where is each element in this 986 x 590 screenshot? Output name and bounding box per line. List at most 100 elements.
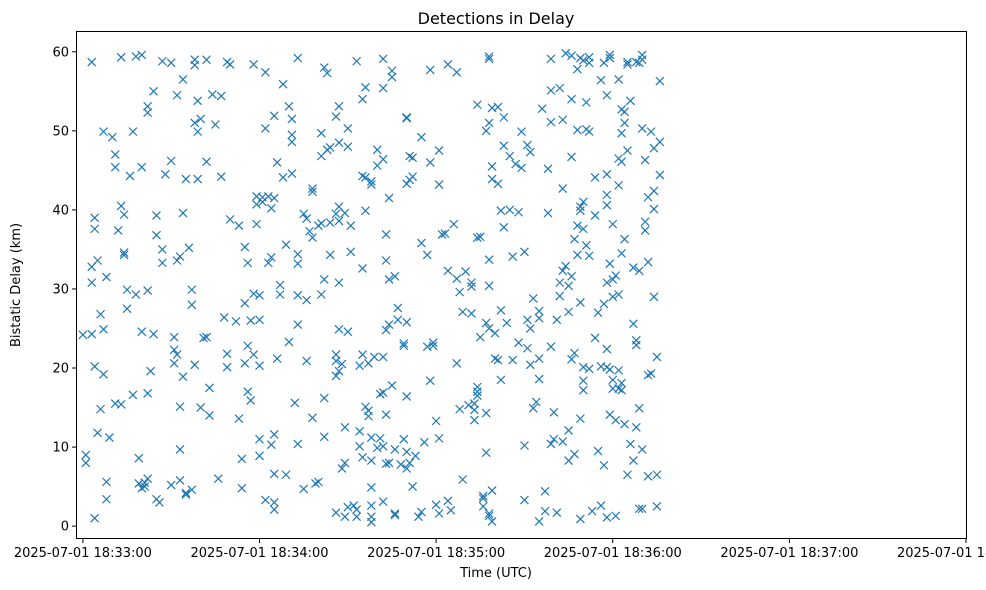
data-point xyxy=(143,388,153,398)
data-point xyxy=(96,404,105,414)
data-point xyxy=(205,411,214,420)
data-point xyxy=(349,501,359,511)
data-point xyxy=(366,456,376,465)
data-point xyxy=(540,506,550,516)
data-point xyxy=(390,510,400,520)
data-point xyxy=(325,218,335,227)
data-point xyxy=(184,243,194,253)
data-point xyxy=(402,447,412,457)
data-point xyxy=(381,410,391,420)
data-point xyxy=(458,475,468,484)
data-point xyxy=(187,300,197,310)
data-point xyxy=(249,59,259,69)
data-point xyxy=(131,52,141,61)
data-point xyxy=(652,501,662,511)
y-tick-label: 0 xyxy=(61,520,69,535)
data-point xyxy=(175,475,185,485)
data-point xyxy=(640,217,650,227)
data-point xyxy=(128,127,138,137)
data-point xyxy=(390,445,400,454)
data-point xyxy=(99,324,108,334)
data-point xyxy=(567,271,576,281)
data-point xyxy=(643,471,653,481)
data-point xyxy=(281,470,291,480)
data-point xyxy=(608,375,618,385)
data-point xyxy=(355,441,365,451)
data-point xyxy=(366,177,376,186)
data-point xyxy=(567,354,576,364)
data-point xyxy=(402,392,412,401)
data-point xyxy=(434,433,444,443)
data-point xyxy=(487,174,497,184)
data-point xyxy=(378,441,388,451)
data-point xyxy=(149,86,158,96)
data-point xyxy=(634,403,644,413)
data-point xyxy=(455,287,465,297)
data-point xyxy=(543,208,553,218)
data-point xyxy=(299,484,309,494)
data-point xyxy=(499,222,509,232)
data-point xyxy=(546,439,556,449)
data-point xyxy=(290,398,300,408)
data-point xyxy=(405,151,415,161)
y-tick-label: 20 xyxy=(52,362,69,377)
data-point xyxy=(361,82,370,92)
data-point xyxy=(575,414,585,424)
data-point xyxy=(605,53,615,63)
data-point xyxy=(181,488,191,498)
data-point xyxy=(334,138,344,148)
data-point xyxy=(631,422,641,432)
data-point xyxy=(434,146,444,156)
data-point xyxy=(637,50,647,60)
data-point xyxy=(319,275,329,284)
data-point xyxy=(552,508,562,518)
data-point xyxy=(570,348,579,358)
data-point xyxy=(334,324,344,334)
data-point xyxy=(617,378,627,388)
data-point xyxy=(358,263,367,273)
data-point xyxy=(402,179,412,189)
data-point xyxy=(157,258,167,268)
data-point xyxy=(355,426,365,436)
data-point xyxy=(590,173,600,182)
data-point xyxy=(96,309,105,319)
data-point xyxy=(187,485,197,495)
data-point xyxy=(567,152,576,162)
data-point xyxy=(458,307,468,317)
data-point xyxy=(617,248,627,258)
data-point xyxy=(602,513,612,522)
data-point xyxy=(617,385,627,395)
data-point xyxy=(137,50,147,60)
data-point xyxy=(110,150,120,159)
data-point xyxy=(110,162,120,172)
data-point xyxy=(366,482,376,492)
data-point xyxy=(331,508,341,518)
data-point xyxy=(293,320,303,329)
data-points xyxy=(78,48,665,527)
data-point xyxy=(528,294,538,303)
data-point xyxy=(546,342,556,352)
data-point xyxy=(313,477,323,487)
data-point xyxy=(90,362,100,371)
data-point xyxy=(260,495,270,505)
data-point xyxy=(508,355,518,365)
data-point xyxy=(584,364,594,374)
data-point xyxy=(378,54,388,64)
data-point xyxy=(393,315,403,325)
data-point xyxy=(308,187,317,197)
x-axis: 2025-07-01 18:33:00 2025-07-01 18:34:00 20… xyxy=(14,538,986,561)
data-point xyxy=(384,320,394,329)
data-point xyxy=(169,345,179,355)
data-point xyxy=(567,94,576,104)
data-point xyxy=(402,464,412,473)
data-point xyxy=(308,233,317,242)
data-point xyxy=(467,309,476,318)
data-point xyxy=(325,143,335,152)
data-point xyxy=(90,224,100,234)
data-point xyxy=(567,51,576,61)
data-point xyxy=(181,174,191,184)
data-point xyxy=(599,460,609,470)
data-point xyxy=(366,512,376,522)
data-point xyxy=(617,128,627,138)
data-point xyxy=(243,341,253,351)
